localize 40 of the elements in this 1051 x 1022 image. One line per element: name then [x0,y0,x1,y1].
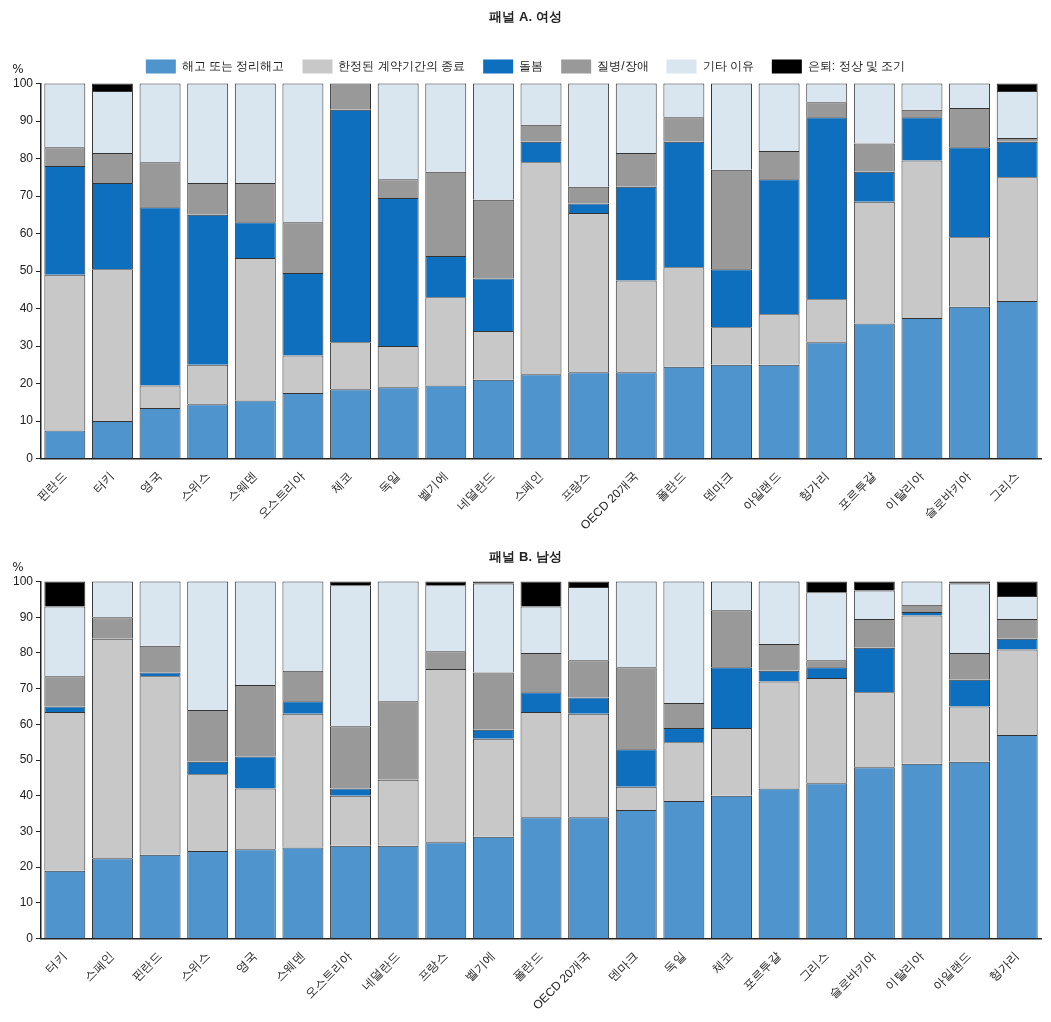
y-tick-label: 50 [19,752,34,767]
x-tick-label: 독일 [661,949,689,977]
x-tick-label: 독일 [375,469,403,497]
x-tick-label: 체코 [328,469,355,497]
y-tick-label: 0 [26,930,34,945]
y-tick-label: 70 [19,680,34,695]
legend-label: 은퇴: 정상 및 조기 [807,58,906,73]
y-tick-label: 60 [19,225,34,240]
legend-label: 돌봄 [519,58,544,73]
x-tick-label: 터키 [42,949,70,977]
y-tick-label: 60 [19,716,34,731]
y-tick-label: 10 [19,895,34,910]
y-axis-title: % [12,559,24,574]
y-tick-label: 100 [12,573,34,588]
y-tick-label: 80 [19,150,34,165]
y-tick-label: 20 [19,375,34,390]
y-tick-label: 90 [19,609,34,624]
y-tick-label: 70 [19,188,34,203]
y-tick-label: 20 [19,859,34,874]
y-tick-label: 80 [19,645,34,660]
y-tick-label: 10 [19,413,34,428]
y-tick-label: 50 [19,263,34,278]
legend-label: 해고 또는 정리해고 [181,58,285,73]
x-tick-label: 체코 [709,949,736,977]
legend-label: 질병/장애 [597,58,649,73]
y-tick-label: 100 [12,75,34,90]
x-tick-label: 영국 [232,949,260,977]
y-tick-label: 30 [19,338,34,353]
x-tick-label: 영국 [137,469,165,497]
legend-label: 기타 이유 [702,58,754,73]
y-tick-label: 30 [19,823,34,838]
legend-label: 한정된 계약기간의 종료 [338,58,466,73]
y-tick-label: 90 [19,113,34,128]
x-tick-label: 터키 [90,469,117,497]
y-axis-title: % [12,61,24,76]
y-tick-label: 40 [19,300,34,315]
chart-title: 패널 B. 남성 [489,549,562,565]
y-tick-label: 40 [19,788,34,803]
chart-title: 패널 A. 여성 [489,9,562,25]
y-tick-label: 0 [26,450,34,465]
